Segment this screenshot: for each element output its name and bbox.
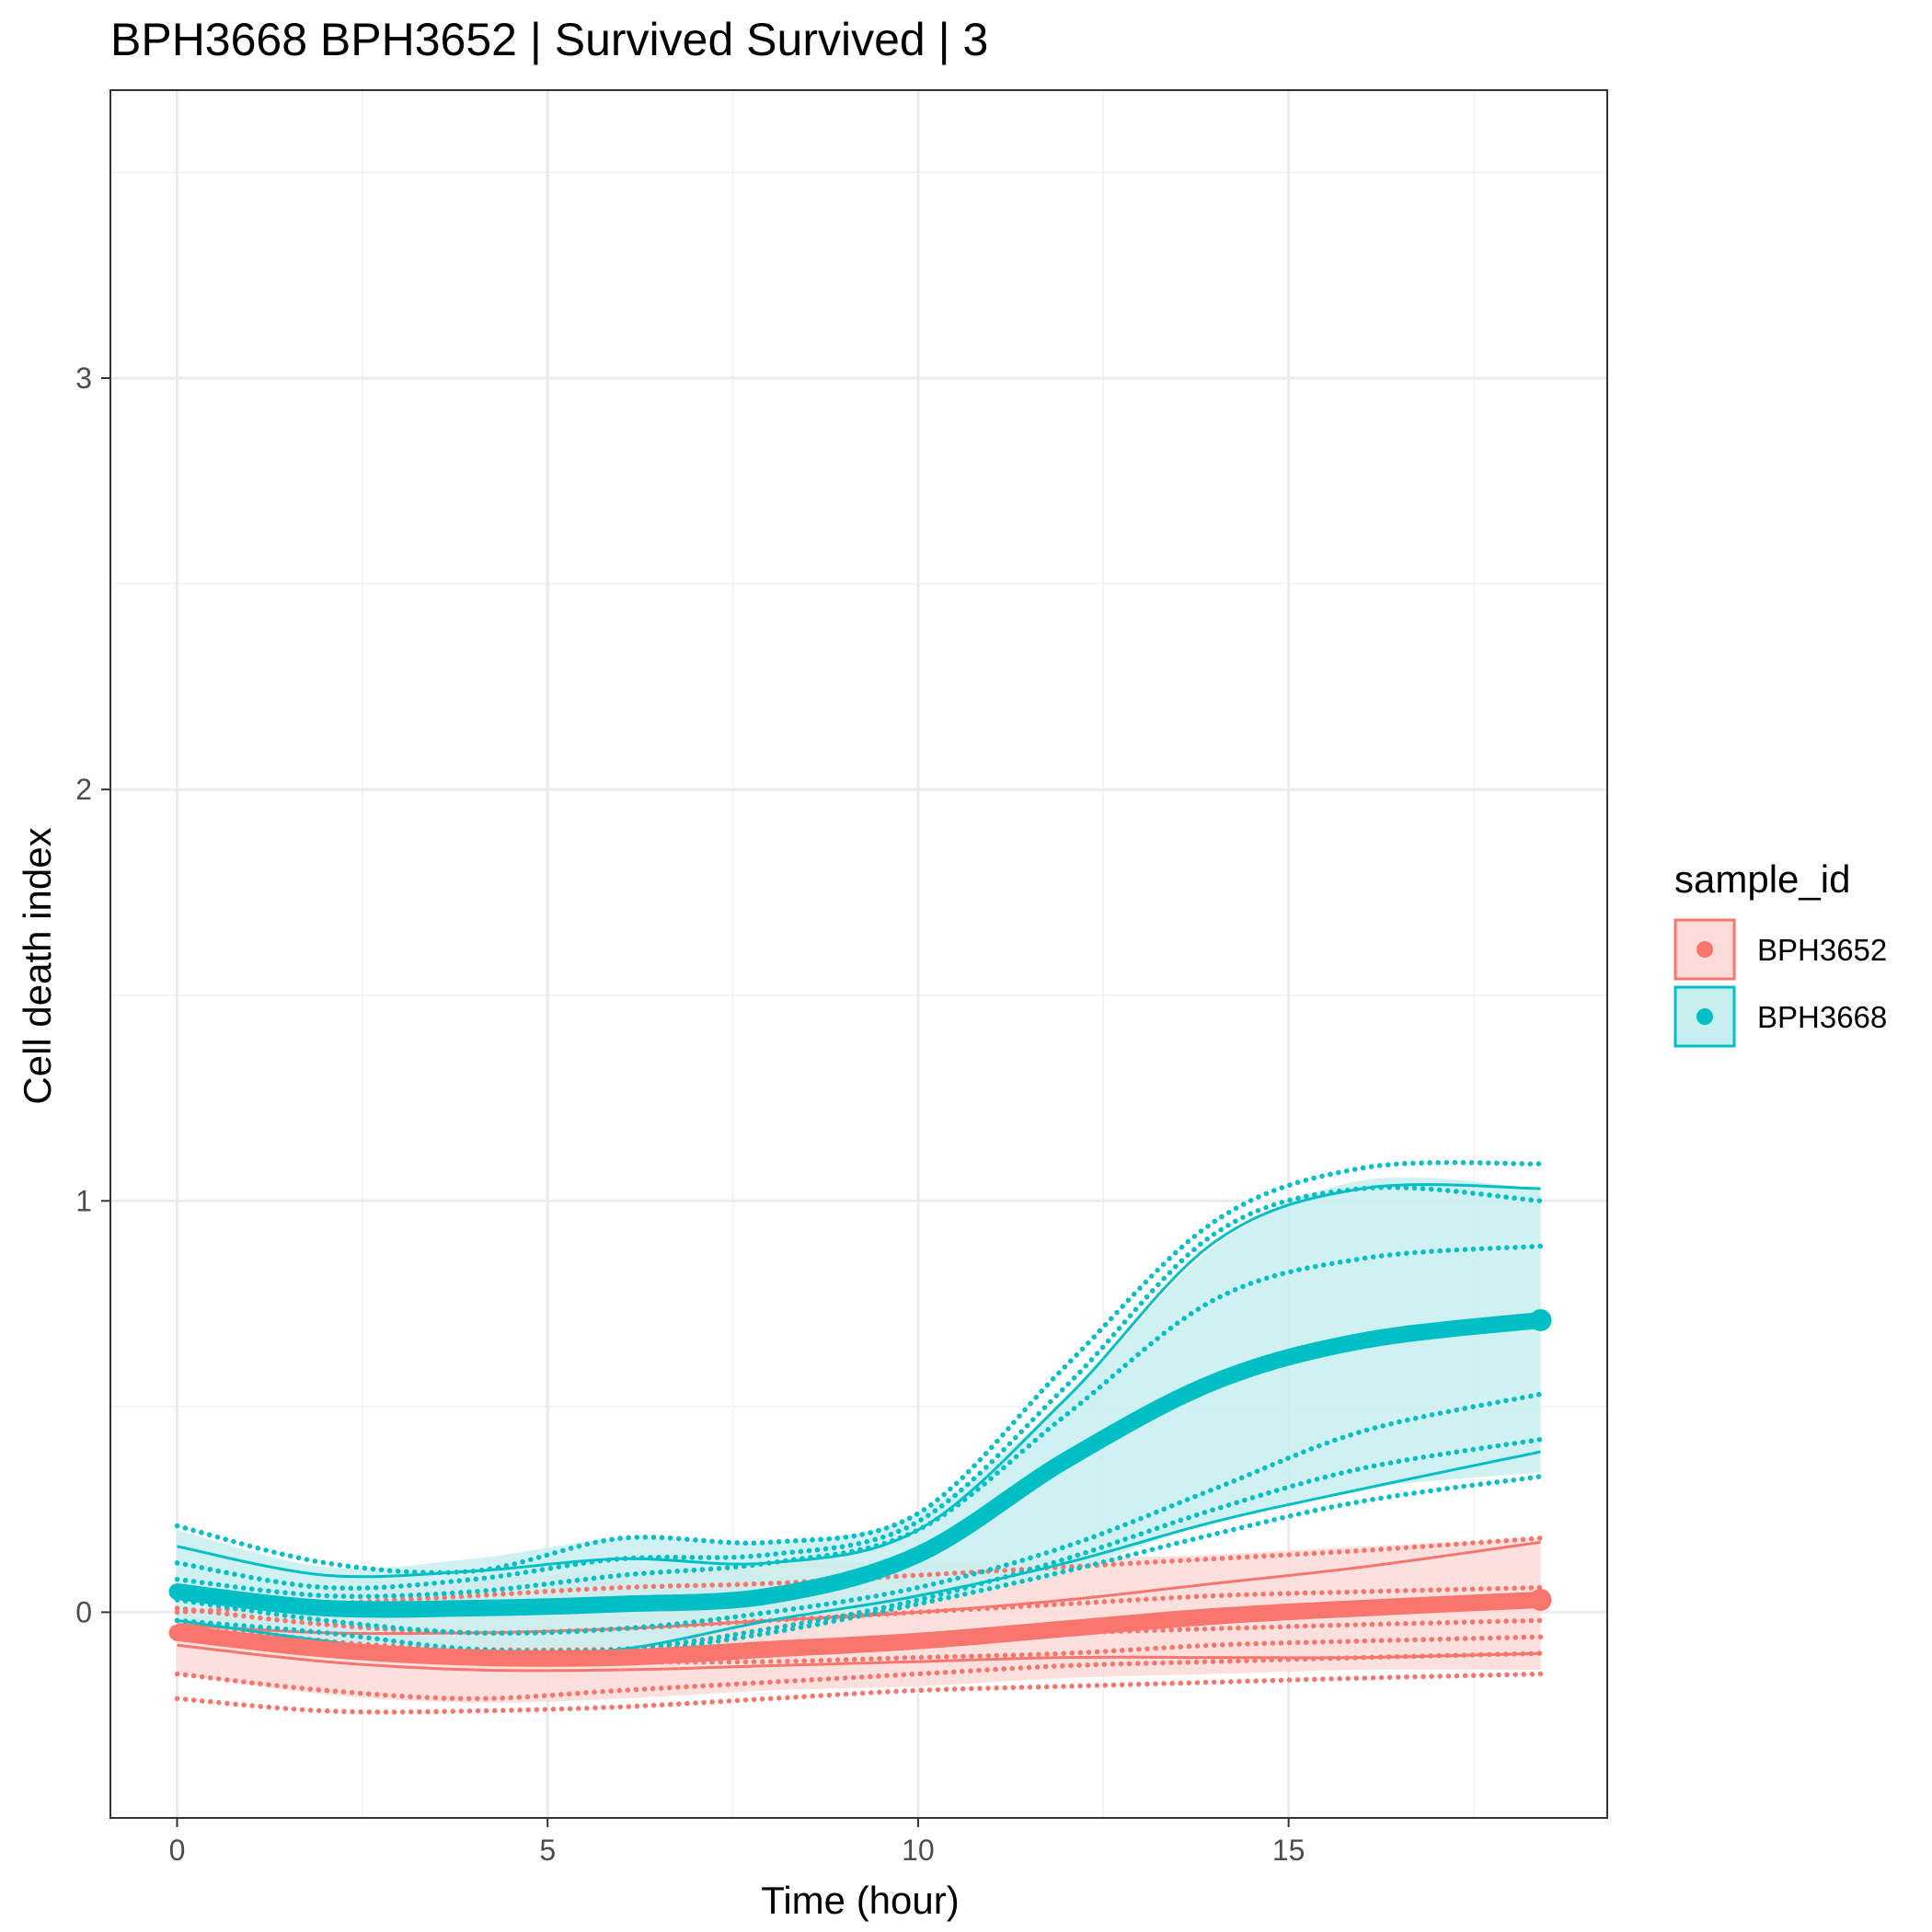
y-tick-label: 3 xyxy=(75,362,92,395)
dotted-line-BPH3652-0 xyxy=(174,1671,1544,1715)
x-axis-title: Time (hour) xyxy=(761,1879,959,1922)
chart-title: BPH3668 BPH3652 | Survived Survived | 3 xyxy=(110,14,988,65)
axes: 0 5 10 15 0 1 2 3 xyxy=(75,89,1608,1867)
x-tick-label: 10 xyxy=(902,1834,935,1867)
mean-line-BPH3668 xyxy=(168,1312,1549,1618)
band-BPH3668 xyxy=(177,1177,1541,1658)
panel-border xyxy=(109,89,1608,1819)
dotted-line-BPH3652-2 xyxy=(174,1634,1544,1665)
legend-key-point-BPH3668 xyxy=(1696,1008,1713,1025)
legend-key-point-BPH3652 xyxy=(1696,941,1713,958)
legend-title: sample_id xyxy=(1674,857,1850,901)
series-lines xyxy=(168,1159,1552,1715)
mean-line-BPH3652 xyxy=(168,1592,1549,1667)
mean-end-point-BPH3652 xyxy=(1529,1589,1552,1612)
x-tick-label: 15 xyxy=(1272,1834,1305,1867)
y-tick-label: 1 xyxy=(75,1184,92,1217)
legend: sample_id BPH3652 BPH3668 xyxy=(1673,857,1887,1048)
y-axis-title: Cell death index xyxy=(16,827,59,1104)
y-tick-label: 0 xyxy=(75,1595,92,1628)
y-tick-label: 2 xyxy=(75,773,92,806)
x-tick-label: 5 xyxy=(539,1834,556,1867)
dotted-line-BPH3668-3 xyxy=(174,1391,1544,1636)
mean-end-point-BPH3668 xyxy=(1529,1308,1552,1331)
legend-label-BPH3652: BPH3652 xyxy=(1757,933,1887,967)
x-tick-label: 0 xyxy=(169,1834,186,1867)
dotted-line-BPH3652-1 xyxy=(174,1650,1544,1702)
dotted-line-BPH3668-1 xyxy=(174,1184,1544,1592)
legend-label-BPH3668: BPH3668 xyxy=(1757,1000,1887,1034)
dotted-line-BPH3668-4 xyxy=(174,1436,1544,1654)
dotted-line-BPH3668-0 xyxy=(174,1159,1544,1576)
dotted-line-BPH3668-2 xyxy=(174,1243,1544,1600)
